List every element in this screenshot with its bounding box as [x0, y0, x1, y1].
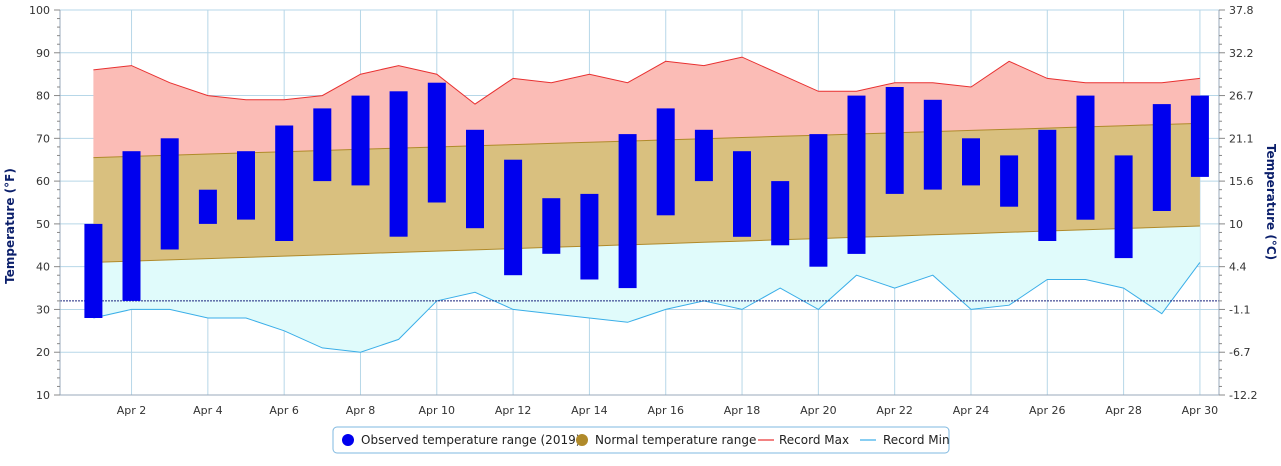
record-min-area: [93, 226, 1200, 353]
observed-bars: [84, 82, 1209, 318]
y-tick-label-right: 10: [1229, 218, 1243, 231]
legend-observed-marker: [342, 434, 354, 446]
observed-bar: [84, 223, 103, 318]
y-tick-label-right: 21.1: [1229, 132, 1254, 145]
legend-normal-marker: [576, 434, 588, 446]
observed-bar: [122, 151, 141, 301]
x-tick-label: Apr 26: [1029, 404, 1066, 417]
observed-bar: [809, 134, 828, 267]
observed-bar: [618, 134, 637, 289]
observed-bar: [847, 95, 866, 254]
legend: Observed temperature range (2019) Normal…: [332, 426, 950, 454]
legend-observed-label: Observed temperature range (2019): [361, 433, 580, 447]
y-tick-label-left: 90: [36, 47, 50, 60]
normal-low-line: [93, 225, 1200, 263]
y-tick-label-left: 40: [36, 261, 50, 274]
observed-bar: [733, 151, 751, 237]
observed-bar: [504, 159, 523, 276]
observed-bar: [389, 91, 408, 237]
observed-bar: [351, 95, 370, 186]
observed-bar: [237, 151, 255, 220]
observed-bar: [885, 87, 904, 194]
observed-bar: [466, 129, 484, 229]
y-tick-label-left: 70: [36, 132, 50, 145]
y-tick-label-left: 60: [36, 175, 50, 188]
area-layers: [93, 57, 1200, 353]
x-tick-label: Apr 20: [800, 404, 837, 417]
y-tick-label-right: 26.7: [1229, 90, 1254, 103]
x-tick-label: Apr 18: [724, 404, 761, 417]
x-tick-label: Apr 14: [571, 404, 608, 417]
observed-bar: [542, 198, 561, 254]
y-tick-label-right: -12.2: [1229, 389, 1257, 402]
observed-bar: [1114, 155, 1133, 259]
observed-bar: [1190, 95, 1209, 177]
normal-range-area: [93, 123, 1200, 263]
y-tick-label-right: 32.2: [1229, 47, 1254, 60]
observed-bar: [198, 189, 217, 224]
x-tick-label: Apr 16: [647, 404, 684, 417]
y-axis-title-left: Temperature (°F): [3, 168, 17, 284]
x-tick-label: Apr 22: [876, 404, 913, 417]
axes: 10 -12.2 20 -6.7 30 -1.1 40 4.4 50 10 60 15.6 70 21.1…: [29, 4, 1257, 417]
legend-normal-label: Normal temperature range: [595, 433, 756, 447]
observed-bar: [275, 125, 294, 241]
observed-bar: [771, 181, 790, 246]
x-tick-label: Apr 12: [495, 404, 532, 417]
y-tick-label-left: 50: [36, 218, 50, 231]
x-tick-label: Apr 10: [419, 404, 456, 417]
y-tick-label-right: 4.4: [1229, 261, 1247, 274]
observed-bar: [313, 108, 332, 182]
observed-bar: [962, 138, 980, 186]
y-tick-label-right: 37.8: [1229, 4, 1254, 17]
y-tick-label-left: 20: [36, 346, 50, 359]
observed-bar: [427, 82, 446, 203]
observed-bar: [694, 129, 713, 182]
observed-bar: [1000, 155, 1019, 207]
x-tick-label: Apr 30: [1182, 404, 1219, 417]
x-tick-label: Apr 24: [953, 404, 990, 417]
y-tick-label-right: -6.7: [1229, 346, 1250, 359]
record-max-line: [93, 56, 1200, 105]
y-axis-title-right: Temperature (°C): [1264, 144, 1278, 260]
x-tick-label: Apr 4: [193, 404, 223, 417]
x-tick-label: Apr 2: [117, 404, 147, 417]
x-tick-label: Apr 8: [346, 404, 376, 417]
legend-box: [332, 426, 950, 454]
y-tick-label-right: -1.1: [1229, 303, 1250, 316]
observed-bar: [923, 99, 942, 190]
legend-record-min-label: Record Min: [883, 433, 950, 447]
x-tick-label: Apr 6: [269, 404, 299, 417]
observed-bar: [656, 108, 675, 216]
observed-bar: [580, 193, 599, 280]
y-tick-label-left: 30: [36, 303, 50, 316]
observed-bar: [1038, 129, 1057, 241]
y-tick-label-left: 80: [36, 90, 50, 103]
y-tick-label-left: 100: [29, 4, 50, 17]
legend-record-max-label: Record Max: [779, 433, 849, 447]
observed-bar: [1076, 95, 1095, 220]
record-max-area: [93, 57, 1200, 158]
y-tick-label-left: 10: [36, 389, 50, 402]
observed-bar: [1152, 104, 1171, 211]
y-tick-label-right: 15.6: [1229, 175, 1254, 188]
observed-bar: [160, 138, 179, 250]
x-tick-label: Apr 28: [1105, 404, 1142, 417]
